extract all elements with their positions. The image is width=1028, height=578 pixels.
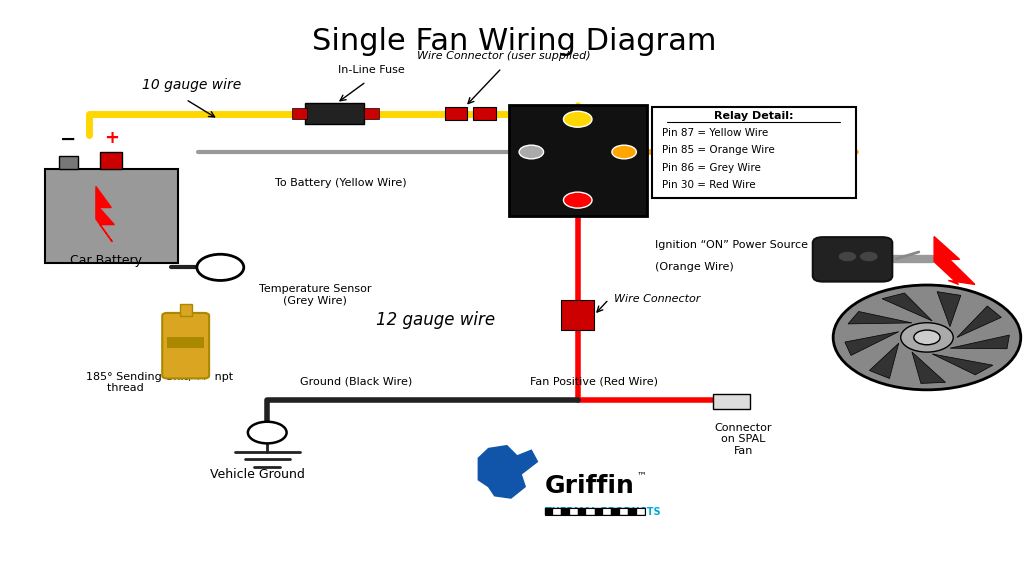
Text: To Battery (Yellow Wire): To Battery (Yellow Wire) (274, 178, 406, 188)
Circle shape (901, 323, 953, 352)
Text: Wire Connector (user supplied): Wire Connector (user supplied) (417, 51, 591, 61)
Text: −: − (61, 130, 77, 149)
Polygon shape (950, 335, 1009, 349)
Text: 185° Sending Unit, ¾" npt
      thread: 185° Sending Unit, ¾" npt thread (85, 372, 233, 393)
Bar (364, 108, 379, 119)
Polygon shape (478, 446, 538, 498)
Circle shape (612, 145, 636, 159)
Text: ™: ™ (636, 470, 647, 480)
Polygon shape (882, 293, 932, 321)
Text: Fan Positive (Red Wire): Fan Positive (Red Wire) (529, 377, 658, 387)
Bar (636, 508, 645, 515)
Text: Relay Detail:: Relay Detail: (713, 111, 794, 121)
Text: Connector
on SPAL
Fan: Connector on SPAL Fan (714, 423, 772, 456)
Bar (561, 301, 594, 330)
Text: Pin 30 = Red Wire: Pin 30 = Red Wire (662, 180, 756, 190)
FancyBboxPatch shape (652, 107, 855, 198)
Text: Ignition “ON” Power Source: Ignition “ON” Power Source (655, 239, 808, 250)
Polygon shape (912, 352, 946, 383)
Bar (628, 508, 636, 515)
Circle shape (248, 422, 287, 443)
FancyBboxPatch shape (162, 313, 209, 379)
Bar (612, 508, 620, 515)
Bar (603, 508, 612, 515)
Polygon shape (870, 343, 898, 379)
Text: Ground (Black Wire): Ground (Black Wire) (300, 377, 412, 387)
Text: Pin 86 = Grey Wire: Pin 86 = Grey Wire (662, 162, 761, 173)
Circle shape (519, 145, 544, 159)
Polygon shape (848, 312, 912, 324)
Polygon shape (845, 332, 898, 355)
Text: +: + (104, 128, 118, 147)
Bar (595, 508, 603, 515)
Text: Griffin: Griffin (545, 473, 634, 498)
Circle shape (563, 111, 592, 127)
Text: (Orange Wire): (Orange Wire) (655, 262, 733, 272)
Bar (305, 103, 364, 124)
Text: 10 gauge wire: 10 gauge wire (142, 79, 242, 92)
Circle shape (563, 192, 592, 208)
Circle shape (833, 285, 1021, 390)
FancyBboxPatch shape (509, 105, 647, 216)
Polygon shape (934, 236, 975, 284)
Bar (180, 305, 192, 316)
Bar (586, 508, 595, 515)
Text: In-Line Fuse: In-Line Fuse (338, 65, 405, 75)
Circle shape (859, 251, 878, 262)
Text: Vehicle Ground: Vehicle Ground (210, 468, 304, 481)
FancyBboxPatch shape (45, 169, 178, 264)
Text: Pin 85 = Orange Wire: Pin 85 = Orange Wire (662, 146, 775, 155)
Circle shape (838, 251, 856, 262)
Bar (553, 508, 561, 515)
Circle shape (197, 254, 244, 280)
Bar (620, 508, 628, 515)
Circle shape (914, 330, 940, 344)
Bar (545, 508, 553, 515)
Text: THERMAL PRODUCTS: THERMAL PRODUCTS (545, 507, 660, 517)
Polygon shape (96, 187, 114, 242)
Bar (473, 107, 495, 120)
Bar (578, 508, 586, 515)
Text: Single Fan Wiring Diagram: Single Fan Wiring Diagram (311, 27, 717, 56)
FancyBboxPatch shape (813, 237, 892, 281)
Text: Wire Connector: Wire Connector (614, 294, 700, 304)
Polygon shape (932, 354, 993, 375)
Bar (545, 508, 645, 515)
Text: Temperature Sensor
(Grey Wire): Temperature Sensor (Grey Wire) (259, 284, 371, 306)
Bar (292, 108, 307, 119)
Bar (445, 107, 467, 120)
Bar (100, 152, 122, 169)
Bar (570, 508, 578, 515)
Text: Car Battery: Car Battery (70, 254, 142, 266)
Bar (60, 155, 77, 169)
Polygon shape (938, 292, 961, 327)
Text: Pin 87 = Yellow Wire: Pin 87 = Yellow Wire (662, 128, 768, 138)
Text: 12 gauge wire: 12 gauge wire (376, 312, 495, 329)
Bar (561, 508, 570, 515)
Text: Relay: Relay (662, 127, 693, 138)
Polygon shape (957, 306, 1001, 338)
Bar (712, 394, 749, 409)
Bar (168, 337, 204, 349)
